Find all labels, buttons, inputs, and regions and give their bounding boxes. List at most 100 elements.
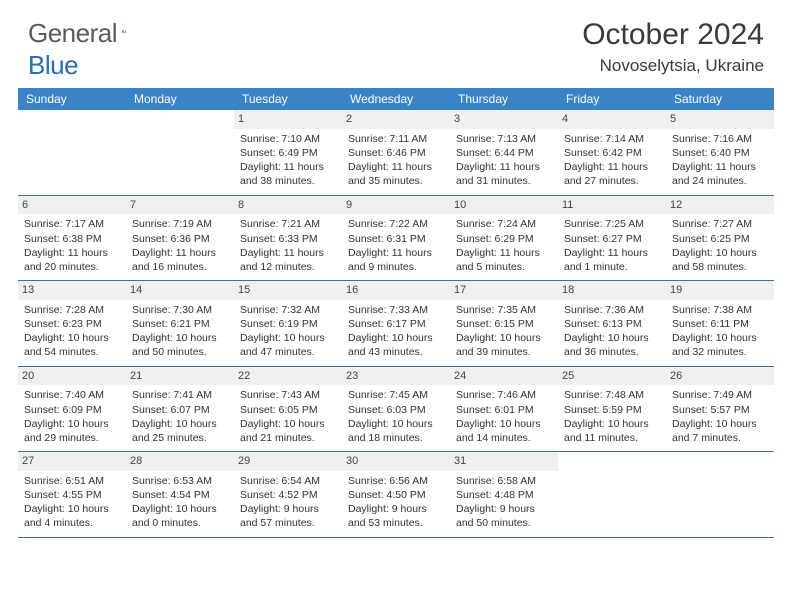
sunset-text: Sunset: 6:01 PM bbox=[456, 403, 552, 417]
day-cell: 23Sunrise: 7:45 AMSunset: 6:03 PMDayligh… bbox=[342, 367, 450, 452]
sunrise-text: Sunrise: 7:33 AM bbox=[348, 303, 444, 317]
month-title: October 2024 bbox=[582, 18, 764, 52]
location-text: Novoselytsia, Ukraine bbox=[582, 56, 764, 76]
sunset-text: Sunset: 6:07 PM bbox=[132, 403, 228, 417]
daylight2-text: and 27 minutes. bbox=[564, 174, 660, 188]
day-cell: 25Sunrise: 7:48 AMSunset: 5:59 PMDayligh… bbox=[558, 367, 666, 452]
day-cell: 16Sunrise: 7:33 AMSunset: 6:17 PMDayligh… bbox=[342, 281, 450, 366]
day-cell: 4Sunrise: 7:14 AMSunset: 6:42 PMDaylight… bbox=[558, 110, 666, 195]
daylight2-text: and 12 minutes. bbox=[240, 260, 336, 274]
sunset-text: Sunset: 6:19 PM bbox=[240, 317, 336, 331]
day-cell: 29 Sunrise: 6:54 AMSunset: 4:52 PMDayligh… bbox=[234, 452, 342, 537]
sunrise-text: Sunrise: 6:54 AM bbox=[240, 474, 336, 488]
sunset-text: Sunset: 6:17 PM bbox=[348, 317, 444, 331]
day-number: 24 bbox=[450, 367, 558, 386]
daylight1-text: Daylight: 10 hours bbox=[672, 417, 768, 431]
weekday-header: Thursday bbox=[450, 88, 558, 110]
sunrise-text: Sunrise: 7:22 AM bbox=[348, 217, 444, 231]
daylight1-text: Daylight: 10 hours bbox=[132, 331, 228, 345]
sunset-text: Sunset: 5:59 PM bbox=[564, 403, 660, 417]
day-cell: 21Sunrise: 7:41 AMSunset: 6:07 PMDayligh… bbox=[126, 367, 234, 452]
day-number: 9 bbox=[342, 196, 450, 215]
sunset-text: Sunset: 4:52 PM bbox=[240, 488, 336, 502]
day-cell: 7Sunrise: 7:19 AMSunset: 6:36 PMDaylight… bbox=[126, 196, 234, 281]
daylight1-text: Daylight: 9 hours bbox=[240, 502, 336, 516]
day-number: 5 bbox=[666, 110, 774, 129]
daylight1-text: Daylight: 10 hours bbox=[240, 417, 336, 431]
empty-cell bbox=[126, 110, 234, 195]
day-cell: 18Sunrise: 7:36 AMSunset: 6:13 PMDayligh… bbox=[558, 281, 666, 366]
daylight1-text: Daylight: 9 hours bbox=[456, 502, 552, 516]
sunrise-text: Sunrise: 7:11 AM bbox=[348, 132, 444, 146]
day-number: 29 bbox=[234, 452, 342, 471]
title-block: October 2024 Novoselytsia, Ukraine bbox=[582, 18, 764, 76]
sunset-text: Sunset: 6:40 PM bbox=[672, 146, 768, 160]
brand-sail-icon bbox=[121, 20, 126, 42]
day-number: 14 bbox=[126, 281, 234, 300]
sunrise-text: Sunrise: 7:48 AM bbox=[564, 388, 660, 402]
weekday-header: Friday bbox=[558, 88, 666, 110]
sunset-text: Sunset: 6:44 PM bbox=[456, 146, 552, 160]
week-row: 27Sunrise: 6:51 AMSunset: 4:55 PMDayligh… bbox=[18, 452, 774, 538]
day-number: 12 bbox=[666, 196, 774, 215]
day-number: 3 bbox=[450, 110, 558, 129]
day-cell: 8Sunrise: 7:21 AMSunset: 6:33 PMDaylight… bbox=[234, 196, 342, 281]
daylight1-text: Daylight: 10 hours bbox=[132, 417, 228, 431]
weekday-header: Sunday bbox=[18, 88, 126, 110]
sunrise-text: Sunrise: 7:45 AM bbox=[348, 388, 444, 402]
daylight1-text: Daylight: 10 hours bbox=[672, 246, 768, 260]
day-cell: 24Sunrise: 7:46 AMSunset: 6:01 PMDayligh… bbox=[450, 367, 558, 452]
daylight2-text: and 4 minutes. bbox=[24, 516, 120, 530]
sunset-text: Sunset: 6:21 PM bbox=[132, 317, 228, 331]
sunset-text: Sunset: 4:54 PM bbox=[132, 488, 228, 502]
sunset-text: Sunset: 6:46 PM bbox=[348, 146, 444, 160]
sunrise-text: Sunrise: 6:58 AM bbox=[456, 474, 552, 488]
day-number: 28 bbox=[126, 452, 234, 471]
daylight2-text: and 32 minutes. bbox=[672, 345, 768, 359]
sunrise-text: Sunrise: 7:19 AM bbox=[132, 217, 228, 231]
day-cell: 31Sunrise: 6:58 AMSunset: 4:48 PMDayligh… bbox=[450, 452, 558, 537]
empty-cell bbox=[18, 110, 126, 195]
sunset-text: Sunset: 6:09 PM bbox=[24, 403, 120, 417]
day-number: 27 bbox=[18, 452, 126, 471]
daylight2-text: and 1 minute. bbox=[564, 260, 660, 274]
sunrise-text: Sunrise: 7:49 AM bbox=[672, 388, 768, 402]
sunrise-text: Sunrise: 7:32 AM bbox=[240, 303, 336, 317]
sunrise-text: Sunrise: 7:25 AM bbox=[564, 217, 660, 231]
sunset-text: Sunset: 6:38 PM bbox=[24, 232, 120, 246]
day-number: 22 bbox=[234, 367, 342, 386]
daylight2-text: and 7 minutes. bbox=[672, 431, 768, 445]
daylight1-text: Daylight: 10 hours bbox=[564, 331, 660, 345]
sunset-text: Sunset: 6:13 PM bbox=[564, 317, 660, 331]
sunset-text: Sunset: 6:33 PM bbox=[240, 232, 336, 246]
daylight2-text: and 9 minutes. bbox=[348, 260, 444, 274]
sunrise-text: Sunrise: 7:38 AM bbox=[672, 303, 768, 317]
daylight2-text: and 43 minutes. bbox=[348, 345, 444, 359]
sunrise-text: Sunrise: 7:35 AM bbox=[456, 303, 552, 317]
day-number: 13 bbox=[18, 281, 126, 300]
day-number: 4 bbox=[558, 110, 666, 129]
week-row: 1Sunrise: 7:10 AMSunset: 6:49 PMDaylight… bbox=[18, 110, 774, 196]
sunrise-text: Sunrise: 7:30 AM bbox=[132, 303, 228, 317]
weekday-header: Tuesday bbox=[234, 88, 342, 110]
daylight2-text: and 29 minutes. bbox=[24, 431, 120, 445]
calendar-grid: SundayMondayTuesdayWednesdayThursdayFrid… bbox=[18, 88, 774, 538]
day-number: 2 bbox=[342, 110, 450, 129]
sunrise-text: Sunrise: 7:14 AM bbox=[564, 132, 660, 146]
daylight1-text: Daylight: 10 hours bbox=[132, 502, 228, 516]
daylight1-text: Daylight: 11 hours bbox=[456, 160, 552, 174]
sunrise-text: Sunrise: 7:10 AM bbox=[240, 132, 336, 146]
week-row: 6Sunrise: 7:17 AMSunset: 6:38 PMDaylight… bbox=[18, 196, 774, 282]
weekday-header: Monday bbox=[126, 88, 234, 110]
week-row: 20Sunrise: 7:40 AMSunset: 6:09 PMDayligh… bbox=[18, 367, 774, 453]
daylight2-text: and 53 minutes. bbox=[348, 516, 444, 530]
day-number: 19 bbox=[666, 281, 774, 300]
sunrise-text: Sunrise: 7:27 AM bbox=[672, 217, 768, 231]
day-cell: 28Sunrise: 6:53 AMSunset: 4:54 PMDayligh… bbox=[126, 452, 234, 537]
daylight1-text: Daylight: 11 hours bbox=[240, 246, 336, 260]
day-cell: 14 Sunrise: 7:30 AMSunset: 6:21 PMDayligh… bbox=[126, 281, 234, 366]
daylight1-text: Daylight: 11 hours bbox=[564, 246, 660, 260]
sunset-text: Sunset: 4:48 PM bbox=[456, 488, 552, 502]
daylight2-text: and 35 minutes. bbox=[348, 174, 444, 188]
weekday-header: Wednesday bbox=[342, 88, 450, 110]
